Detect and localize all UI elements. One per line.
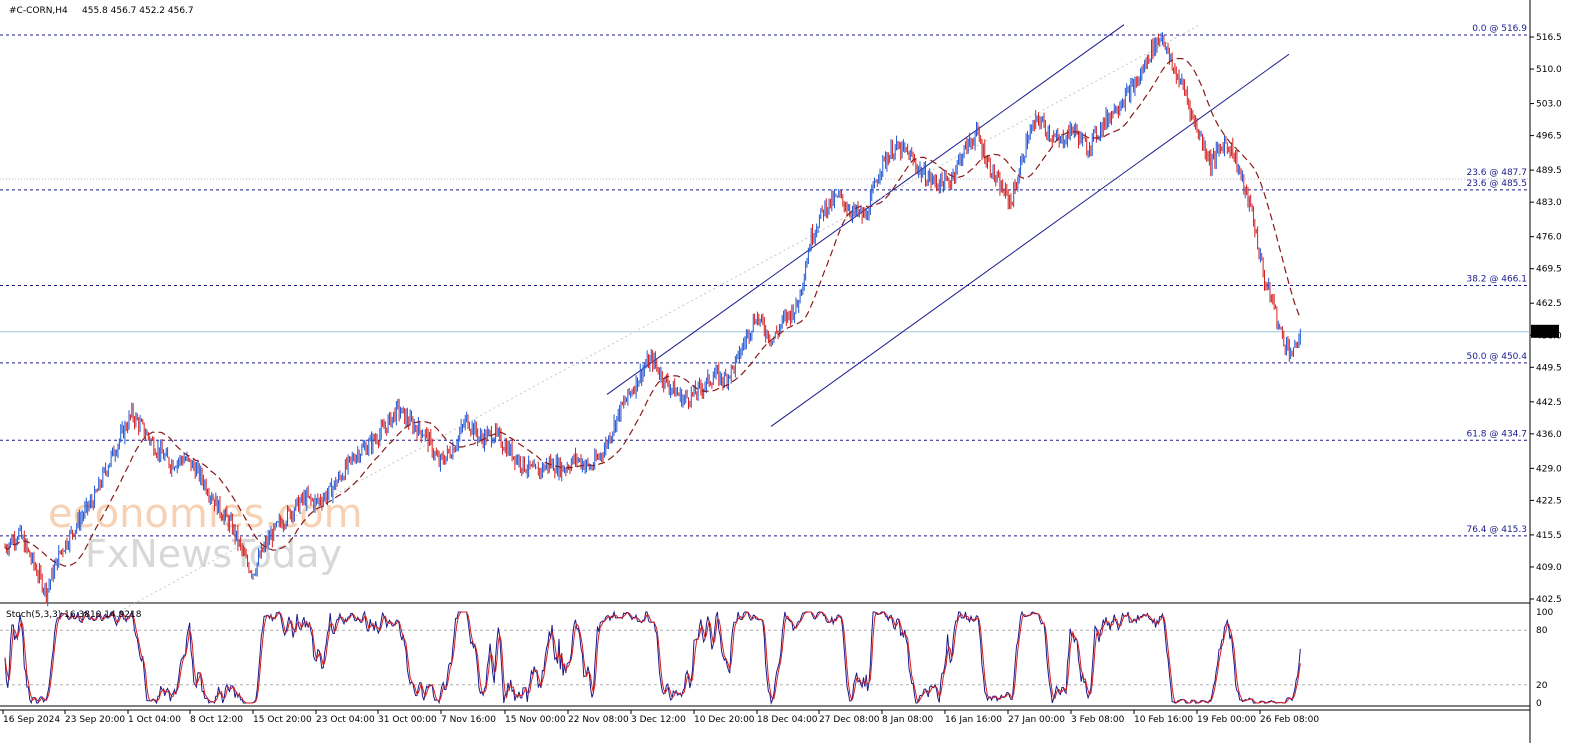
x-tick-label: 16 Sep 2024 — [3, 715, 60, 725]
x-tick-label: 27 Jan 00:00 — [1008, 715, 1065, 725]
x-tick-label: 15 Oct 20:00 — [253, 715, 312, 725]
x-tick-label: 15 Nov 00:00 — [505, 715, 566, 725]
x-tick-label: 7 Nov 16:00 — [441, 715, 496, 725]
channel-lower-line[interactable] — [770, 53, 1290, 427]
x-tick-label: 31 Oct 00:00 — [378, 715, 437, 725]
fib-label: 0.0 @ 516.9 — [1472, 24, 1527, 34]
stoch-signal-line — [4, 611, 1301, 704]
y-tick-label: 489.5 — [1536, 166, 1562, 176]
moving-average-line — [4, 57, 1301, 567]
fib-label: 38.2 @ 466.1 — [1466, 274, 1527, 284]
y-tick-label: 510.0 — [1536, 65, 1562, 75]
x-tick-label: 22 Nov 08:00 — [568, 715, 629, 725]
stoch-tick-label: 100 — [1536, 608, 1553, 618]
x-tick-label: 23 Sep 20:00 — [65, 715, 125, 725]
stoch-tick-label: 80 — [1536, 626, 1548, 636]
y-tick-label: 429.0 — [1536, 464, 1562, 474]
y-tick-label: 415.5 — [1536, 531, 1562, 541]
y-tick-label: 442.5 — [1536, 398, 1562, 408]
fib-label: 23.6 @ 485.5 — [1466, 179, 1527, 189]
y-tick-label: 476.0 — [1536, 233, 1562, 243]
y-tick-label: 503.0 — [1536, 100, 1562, 110]
y-tick-label: 422.5 — [1536, 496, 1562, 506]
current-price-label: 456.7 — [1534, 328, 1560, 338]
y-tick-label: 402.5 — [1536, 595, 1562, 605]
chart-header-ohlc: 455.8 456.7 452.2 456.7 — [82, 6, 194, 16]
x-tick-label: 8 Oct 12:00 — [190, 715, 243, 725]
y-tick-label: 483.0 — [1536, 198, 1562, 208]
stoch-tick-label: 20 — [1536, 681, 1548, 691]
x-tick-label: 3 Dec 12:00 — [631, 715, 686, 725]
y-tick-label: 516.5 — [1536, 33, 1562, 43]
y-tick-label: 436.0 — [1536, 430, 1562, 440]
x-tick-label: 19 Feb 00:00 — [1197, 715, 1256, 725]
y-tick-label: 496.5 — [1536, 132, 1562, 142]
x-tick-label: 3 Feb 08:00 — [1071, 715, 1125, 725]
y-tick-label: 409.0 — [1536, 563, 1562, 573]
stoch-tick-label: 0 — [1536, 699, 1542, 709]
y-tick-label: 469.5 — [1536, 265, 1562, 275]
stoch-header: Stoch(5,3,3) 16.3810 14.9218 — [6, 610, 142, 620]
chart-header-symbol: #C-CORN,H4 — [9, 6, 68, 16]
current-price-tag — [1531, 324, 1559, 338]
y-tick-label: 462.5 — [1536, 299, 1562, 309]
x-tick-label: 26 Feb 08:00 — [1260, 715, 1319, 725]
x-tick-label: 10 Feb 16:00 — [1134, 715, 1193, 725]
x-tick-label: 1 Oct 04:00 — [128, 715, 181, 725]
x-tick-label: 18 Dec 04:00 — [757, 715, 818, 725]
fib-label: 76.4 @ 415.3 — [1466, 525, 1527, 535]
fib-label: 23.6 @ 487.7 — [1466, 168, 1527, 178]
watermark-fxnewstoday: FxNewsToday — [85, 532, 342, 576]
fib-label: 50.0 @ 450.4 — [1466, 352, 1527, 362]
y-tick-label: 449.5 — [1536, 363, 1562, 373]
x-tick-label: 16 Jan 16:00 — [945, 715, 1002, 725]
fib-label: 61.8 @ 434.7 — [1466, 429, 1527, 439]
x-tick-label: 27 Dec 08:00 — [819, 715, 880, 725]
channel-upper-line[interactable] — [606, 24, 1125, 395]
x-tick-label: 23 Oct 04:00 — [316, 715, 375, 725]
x-tick-label: 8 Jan 08:00 — [882, 715, 934, 725]
x-tick-label: 10 Dec 20:00 — [694, 715, 755, 725]
